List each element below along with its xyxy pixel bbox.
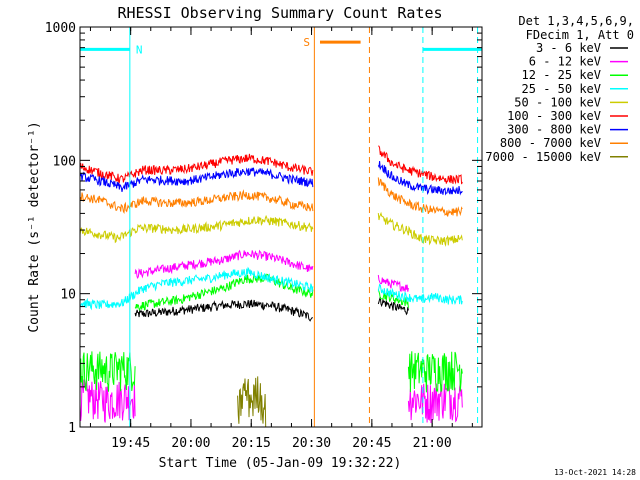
series-trace [79, 153, 314, 184]
legend: Det 1,3,4,5,6,9, FDecim 1, Att 0 3 - 6 k… [485, 14, 634, 164]
series-trace [134, 249, 314, 280]
legend-entry-label: 800 - 7000 keV [500, 136, 601, 150]
axes: 1 10 100 1000 19:45 20:00 20:15 20:30 20:45 21:00 [45, 21, 482, 451]
series-3-6-kev [134, 296, 409, 322]
legend-entry-label: 12 - 25 keV [522, 68, 601, 82]
plot-data: NS [79, 27, 482, 428]
annotation-night: N [80, 27, 482, 427]
series-trace [407, 351, 463, 393]
series-trace [377, 274, 409, 293]
series-trace [79, 214, 314, 244]
legend-entry-label: 100 - 300 keV [507, 109, 601, 123]
series-trace [79, 379, 136, 423]
series-trace [79, 266, 314, 311]
x-tick-label: 20:15 [232, 436, 271, 451]
series-6-12-kev [79, 249, 463, 424]
chart-title: RHESSI Observing Summary Count Rates [117, 4, 442, 22]
series-trace [407, 382, 463, 424]
plot-frame [79, 26, 483, 428]
y-tick-label: 1000 [45, 21, 76, 36]
series-trace [377, 177, 463, 217]
x-tick-label: 21:00 [413, 436, 452, 451]
annotation-label: S [303, 36, 310, 49]
legend-entry-label: 50 - 100 keV [514, 95, 601, 109]
series-100-300-kev [79, 145, 463, 185]
series-trace [377, 283, 463, 305]
annotation-label: N [136, 43, 143, 56]
x-tick-label: 20:00 [171, 436, 210, 451]
x-tick-label: 20:45 [352, 436, 391, 451]
series-trace [79, 189, 314, 214]
y-tick-label: 100 [53, 154, 76, 169]
series-7000-15000-kev [237, 376, 267, 428]
series-800-7000-kev [79, 177, 463, 217]
legend-header-line-1: Det 1,3,4,5,6,9, [518, 14, 634, 28]
series-50-100-kev [79, 211, 463, 247]
series-trace [79, 167, 314, 192]
y-tick-label: 10 [60, 288, 76, 303]
series-trace [377, 289, 409, 308]
x-tick-label: 19:45 [111, 436, 150, 451]
x-axis-label: Start Time (05-Jan-09 19:32:22) [159, 456, 402, 471]
series-300-800-kev [79, 160, 463, 196]
y-axis-label: Count Rate (s⁻¹ detector⁻¹) [27, 121, 42, 332]
series-trace [377, 211, 463, 247]
legend-entry-label: 6 - 12 keV [529, 55, 601, 69]
series-trace [377, 160, 463, 196]
y-tick-label: 1 [68, 421, 76, 436]
series-trace [237, 376, 267, 428]
legend-entry-label: 300 - 800 keV [507, 123, 601, 137]
legend-entry-label: 3 - 6 keV [536, 41, 601, 55]
series-trace [79, 351, 136, 392]
footer-date: 13-Oct-2021 14:28 [554, 468, 636, 477]
annotation-saa: S [303, 27, 370, 427]
series-25-50-kev [79, 266, 463, 311]
series-trace [134, 299, 313, 322]
legend-entry-label: 7000 - 15000 keV [485, 150, 601, 164]
x-tick-label: 20:30 [292, 436, 331, 451]
series-trace [377, 296, 409, 316]
series-trace [378, 145, 463, 185]
legend-header-line-2: FDecim 1, Att 0 [526, 28, 634, 42]
legend-entry-label: 25 - 50 keV [522, 82, 601, 96]
